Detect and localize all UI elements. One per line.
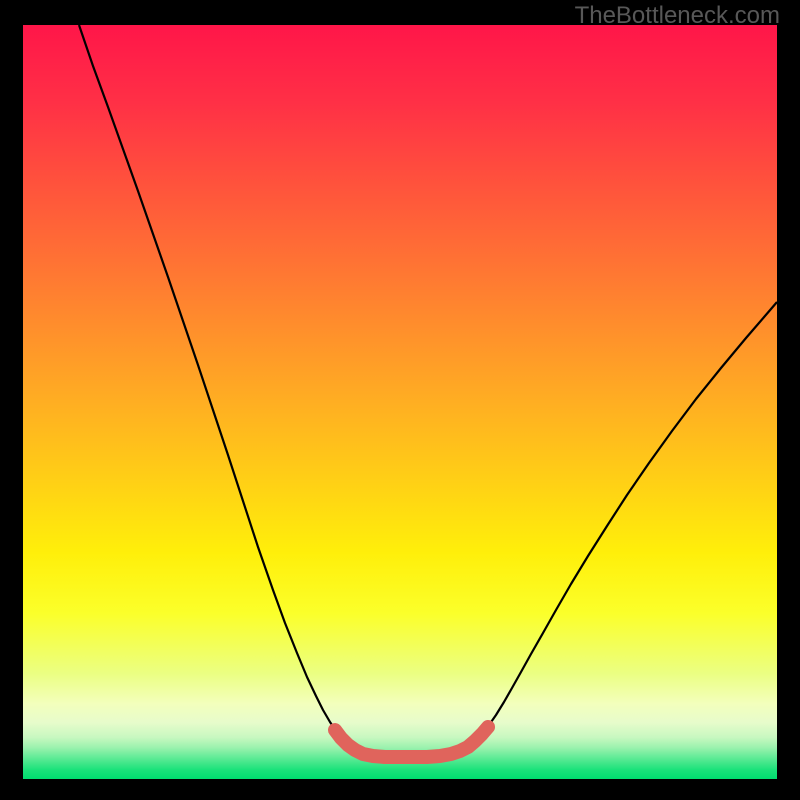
chart-canvas: TheBottleneck.com	[0, 0, 800, 800]
plot-area	[23, 25, 777, 779]
curve-layer	[23, 25, 777, 779]
bottleneck-curve	[79, 25, 777, 757]
watermark-text: TheBottleneck.com	[575, 2, 780, 30]
optimal-zone-highlight	[335, 727, 488, 757]
